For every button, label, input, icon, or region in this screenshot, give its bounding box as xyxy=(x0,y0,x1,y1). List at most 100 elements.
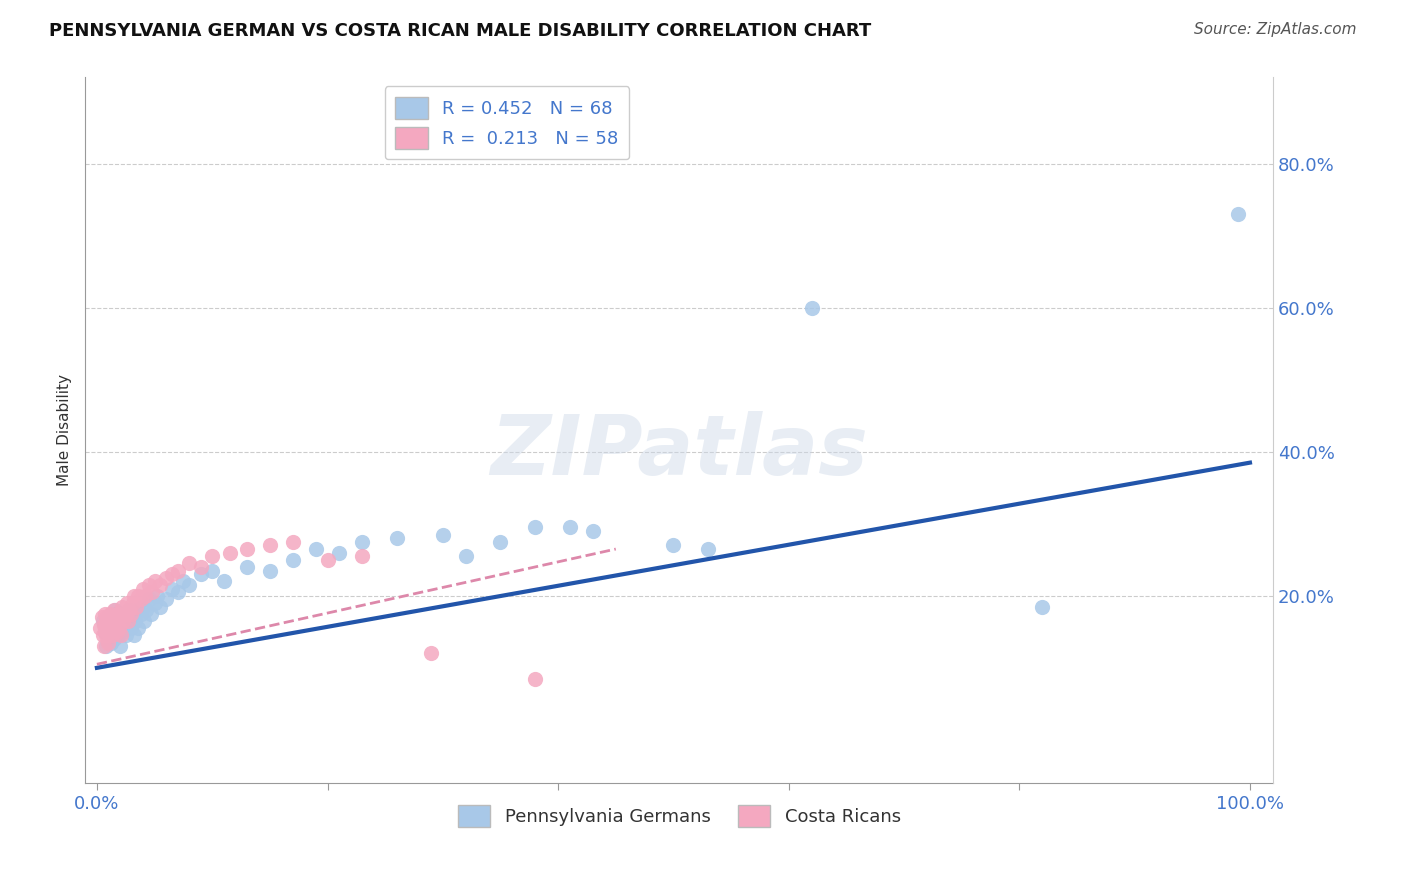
Point xyxy=(97,621,120,635)
Point xyxy=(122,628,145,642)
Point xyxy=(122,589,145,603)
Point xyxy=(662,538,685,552)
Point xyxy=(281,534,304,549)
Point xyxy=(105,624,128,639)
Point xyxy=(179,578,201,592)
Point xyxy=(127,589,149,603)
Point xyxy=(114,621,136,635)
Point xyxy=(117,614,139,628)
Point xyxy=(201,549,224,564)
Point xyxy=(135,603,157,617)
Point xyxy=(90,610,112,624)
Point xyxy=(129,607,152,621)
Point xyxy=(124,614,146,628)
Point xyxy=(149,578,172,592)
Point xyxy=(93,639,115,653)
Text: ZIPatlas: ZIPatlas xyxy=(491,411,868,491)
Point xyxy=(117,617,139,632)
Point xyxy=(115,610,138,624)
Point xyxy=(259,564,281,578)
Point xyxy=(94,639,117,653)
Point xyxy=(103,614,125,628)
Point xyxy=(432,527,454,541)
Point xyxy=(524,672,547,686)
Point xyxy=(141,585,163,599)
Point xyxy=(201,564,224,578)
Point xyxy=(97,610,120,624)
Point xyxy=(121,621,143,635)
Point xyxy=(108,610,131,624)
Point xyxy=(100,624,122,639)
Point xyxy=(305,542,328,557)
Point xyxy=(91,614,114,628)
Point xyxy=(212,574,235,589)
Point xyxy=(101,621,124,635)
Point xyxy=(103,603,125,617)
Point xyxy=(166,585,188,599)
Point xyxy=(94,607,117,621)
Point xyxy=(96,621,118,635)
Point xyxy=(155,571,177,585)
Point xyxy=(101,607,124,621)
Point xyxy=(138,578,160,592)
Point xyxy=(111,599,134,614)
Point xyxy=(132,599,155,614)
Point xyxy=(108,617,131,632)
Point xyxy=(108,621,131,635)
Point xyxy=(89,621,111,635)
Point xyxy=(190,560,212,574)
Point xyxy=(100,635,122,649)
Point xyxy=(114,607,136,621)
Point xyxy=(143,596,166,610)
Point xyxy=(112,607,135,621)
Point xyxy=(454,549,477,564)
Point xyxy=(155,592,177,607)
Point xyxy=(115,596,138,610)
Point xyxy=(121,607,143,621)
Point xyxy=(179,557,201,571)
Point xyxy=(558,520,581,534)
Point xyxy=(127,621,149,635)
Point xyxy=(111,624,134,639)
Point xyxy=(489,534,512,549)
Point xyxy=(160,582,183,596)
Point xyxy=(697,542,720,557)
Point xyxy=(190,567,212,582)
Point xyxy=(108,610,131,624)
Point xyxy=(134,589,156,603)
Point xyxy=(166,564,188,578)
Point xyxy=(110,628,132,642)
Point xyxy=(97,628,120,642)
Point xyxy=(281,553,304,567)
Point xyxy=(108,639,131,653)
Point xyxy=(385,531,408,545)
Point xyxy=(138,592,160,607)
Point xyxy=(582,524,605,538)
Point xyxy=(127,603,149,617)
Point xyxy=(97,635,120,649)
Point xyxy=(94,621,117,635)
Point xyxy=(94,628,117,642)
Text: PENNSYLVANIA GERMAN VS COSTA RICAN MALE DISABILITY CORRELATION CHART: PENNSYLVANIA GERMAN VS COSTA RICAN MALE … xyxy=(49,22,872,40)
Point xyxy=(121,610,143,624)
Point xyxy=(132,582,155,596)
Point xyxy=(1227,207,1250,221)
Y-axis label: Male Disability: Male Disability xyxy=(58,375,72,486)
Point xyxy=(107,628,129,642)
Point xyxy=(149,599,172,614)
Point xyxy=(105,621,128,635)
Point xyxy=(94,614,117,628)
Point xyxy=(98,607,121,621)
Point xyxy=(114,628,136,642)
Point xyxy=(143,574,166,589)
Point xyxy=(98,617,121,632)
Point xyxy=(129,592,152,607)
Point xyxy=(524,520,547,534)
Point xyxy=(104,614,127,628)
Point xyxy=(101,628,124,642)
Point xyxy=(96,610,118,624)
Point xyxy=(352,534,374,549)
Point xyxy=(236,560,259,574)
Text: Source: ZipAtlas.com: Source: ZipAtlas.com xyxy=(1194,22,1357,37)
Point xyxy=(316,553,339,567)
